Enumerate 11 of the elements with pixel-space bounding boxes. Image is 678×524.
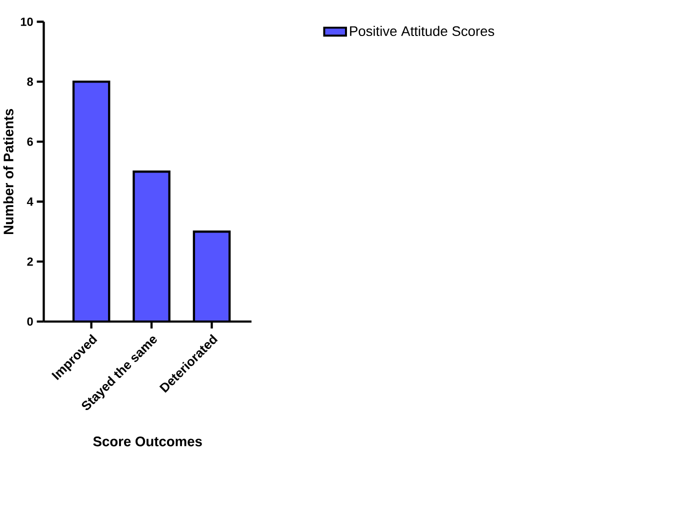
y-tick-label: 8 [27, 77, 33, 86]
x-axis-title: Score Outcomes [93, 436, 202, 446]
y-tick-label: 2 [27, 257, 33, 266]
y-tick-label: 0 [27, 317, 33, 326]
y-axis-title: Number of Patients [3, 108, 14, 234]
legend-label: Positive Attitude Scores [350, 26, 494, 36]
y-tick-label: 4 [26, 197, 34, 206]
bar [134, 171, 170, 322]
bar [74, 82, 110, 322]
y-tick-label: 10 [20, 17, 33, 26]
y-tick-label: 6 [27, 137, 33, 146]
